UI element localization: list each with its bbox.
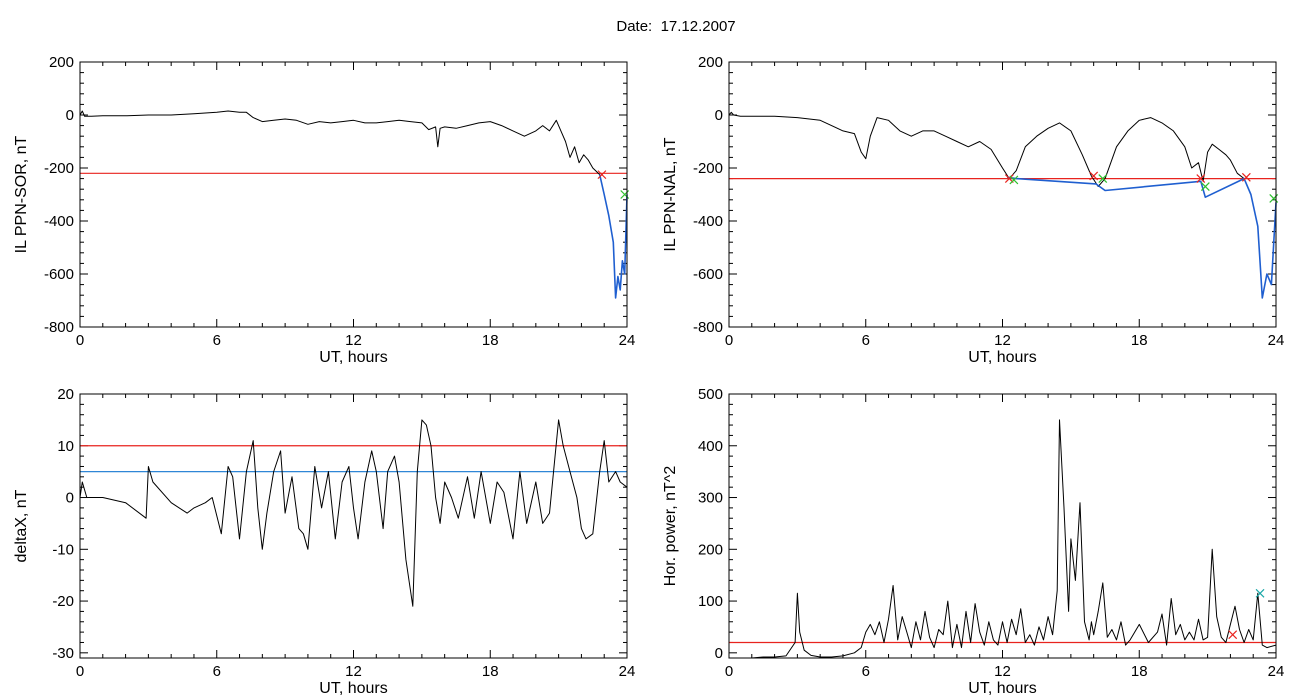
series-line-black [729,419,1277,659]
date-label: Date: [616,18,653,35]
x-tick-label: 12 [345,663,362,680]
marker-stroke [1098,174,1108,184]
x-tick-label: 12 [994,332,1011,349]
y-tick-label: 10 [57,438,74,455]
x-tick-label: 12 [994,663,1011,680]
date-value: 17.12.2007 [660,18,736,35]
chart-panel-4: 0 6 12 18 24 500 400 300 200 100 0 UT, hours Hor. po… [662,386,1284,697]
y-tick-label: -10 [52,541,74,558]
x-tick-label: 6 [862,663,870,680]
x-tick-label: 18 [1131,663,1148,680]
y-tick-label: -30 [52,645,74,662]
marker-stroke [597,170,607,180]
marker-cyan [1255,588,1265,598]
y-tick-label: -400 [44,213,74,230]
y-tick-label: -600 [44,266,74,283]
marker-stroke [1004,174,1014,184]
y-tick-label: -200 [44,160,74,177]
plot-frame [79,393,628,659]
y-tick-label: -600 [693,266,723,283]
x-axis-title: UT, hours [319,349,387,366]
y-tick-label: 0 [715,107,723,124]
marker-green [1200,182,1210,191]
y-tick-label: -800 [693,319,723,336]
y-tick-label: -200 [693,160,723,177]
marker-red [1196,174,1206,184]
y-tick-label: 200 [698,541,723,558]
marker-stroke [1200,182,1210,191]
chart-panel-2: 0 6 12 18 24 200 0 -200 -400 -600 -800 UT, hours IL … [662,54,1284,366]
y-tick-label: -20 [52,593,74,610]
y-axis-title: Hor. power, nT^2 [662,466,679,587]
marker-stroke [1255,588,1265,598]
y-tick-label: 100 [698,593,723,610]
plot-frame [728,61,1277,328]
y-tick-label: 300 [698,490,723,507]
series-line-black [79,419,628,607]
marker-green [620,190,630,199]
marker-red [1089,171,1099,181]
marker-stroke [1196,174,1206,184]
marker-green [1098,174,1108,184]
y-tick-label: -800 [44,319,74,336]
x-tick-label: 6 [213,332,221,349]
x-axis-title: UT, hours [968,680,1036,697]
chart-panel-3: 0 6 12 18 24 20 10 0 -10 -20 -30 UT, hours deltaX, n… [13,386,635,697]
x-tick-label: 18 [1131,332,1148,349]
marker-green [1009,175,1019,185]
y-axis-title: deltaX, nT [13,489,30,562]
marker-green [1269,194,1279,203]
x-tick-label: 24 [619,663,636,680]
marker-red [1241,172,1251,182]
x-tick-label: 24 [619,332,636,349]
marker-stroke [1089,171,1099,181]
marker-red [1228,630,1238,640]
plot-frame [728,393,1277,659]
plot-frame [79,61,628,328]
y-tick-label: 0 [66,490,74,507]
page-title: Date: 17.12.2007 [0,18,1300,35]
x-tick-label: 6 [862,332,870,349]
x-tick-label: 0 [725,663,733,680]
x-tick-label: 12 [345,332,362,349]
y-tick-label: -400 [693,213,723,230]
series-line-blue [598,174,628,299]
y-tick-label: 0 [66,107,74,124]
x-tick-label: 24 [1268,663,1285,680]
y-tick-label: 400 [698,438,723,455]
x-axis-title: UT, hours [968,349,1036,366]
x-tick-label: 18 [482,663,499,680]
x-tick-label: 6 [213,663,221,680]
series-line-black [79,110,601,175]
x-tick-label: 0 [76,663,84,680]
y-tick-label: 20 [57,386,74,403]
marker-stroke [1009,175,1019,185]
x-tick-label: 0 [76,332,84,349]
chart-panel-1: 0 6 12 18 24 200 0 -200 -400 -600 -800 UT, hours IL … [13,54,635,366]
y-tick-label: 500 [698,386,723,403]
x-tick-label: 0 [725,332,733,349]
marker-stroke [1241,172,1251,182]
x-axis-title: UT, hours [319,680,387,697]
series-line-black [728,111,1245,187]
marker-red [597,170,607,180]
y-tick-label: 200 [49,54,74,71]
x-tick-label: 24 [1268,332,1285,349]
series-line-blue [1006,176,1277,299]
y-tick-label: 0 [715,645,723,662]
marker-stroke [1228,630,1238,640]
y-axis-title: IL PPN-NAL, nT [662,137,679,251]
x-tick-label: 18 [482,332,499,349]
y-axis-title: IL PPN-SOR, nT [13,135,30,253]
y-tick-label: 200 [698,54,723,71]
